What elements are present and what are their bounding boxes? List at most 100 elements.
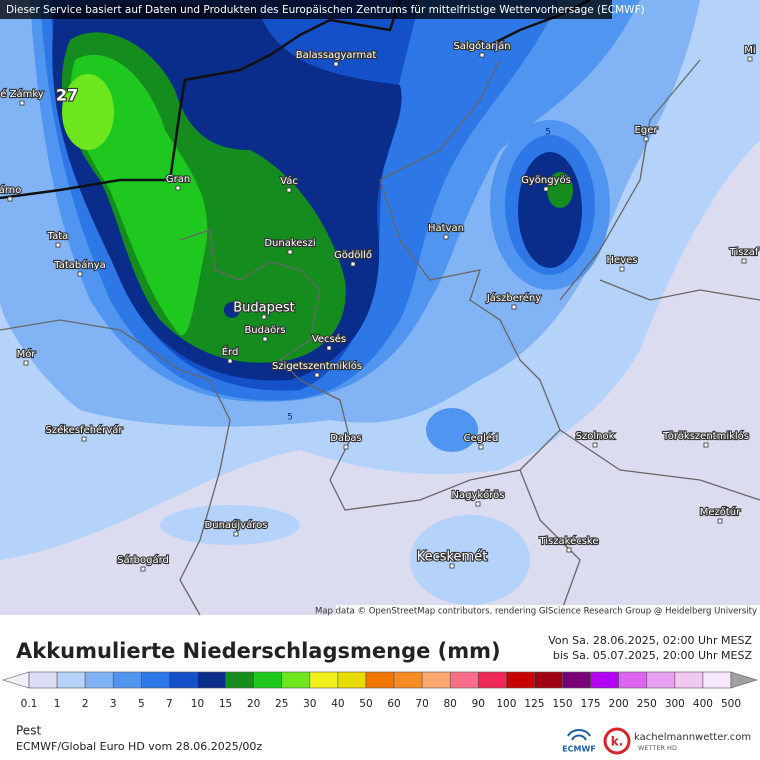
city-label: Jászberény	[486, 292, 541, 304]
scale-swatch	[702, 671, 732, 689]
city-dot	[77, 271, 83, 277]
scale-below	[1, 671, 30, 689]
scale-swatch	[618, 671, 648, 689]
city-label: Szigetszentmiklós	[272, 360, 362, 372]
scale-label: 15	[219, 698, 232, 710]
city-label: 27	[56, 86, 78, 105]
city-label: Mezőtúr	[700, 506, 741, 518]
city-label: Dabas	[330, 433, 362, 444]
city-label: árno	[0, 184, 21, 196]
city-label: Vác	[280, 175, 298, 187]
city-dot	[314, 372, 320, 378]
city-dot	[619, 266, 625, 272]
scale-label: 30	[303, 698, 316, 710]
scale-label: 250	[637, 698, 657, 710]
scale-swatch	[253, 671, 283, 689]
city-label: Szolnok	[576, 431, 615, 442]
city-dot	[23, 360, 29, 366]
city-dot	[443, 234, 449, 240]
precip-area	[518, 152, 582, 268]
scale-label: 50	[359, 698, 372, 710]
city-label: Dunaújváros	[205, 519, 268, 531]
city-dot	[326, 345, 332, 351]
city-label: Nagykőrös	[451, 489, 504, 501]
scale-label: 0.1	[21, 698, 38, 710]
city-label: Gyöngyös	[521, 175, 571, 186]
site-mark: k.	[611, 735, 624, 749]
scale-swatch	[393, 671, 423, 689]
ecmwf-text: ECMWF	[562, 745, 596, 754]
scale-label: 1	[54, 698, 61, 710]
scale-swatch	[477, 671, 507, 689]
precip-map: Balassagyarmat Salgótarján Mi é Zámky 27 Eger…	[0, 0, 760, 617]
city-label: Gödöllő	[334, 249, 372, 261]
scale-swatch	[309, 671, 339, 689]
scale-label: 70	[415, 698, 428, 710]
city-dot	[592, 442, 598, 448]
scale-swatch	[112, 671, 142, 689]
city-dot	[741, 258, 747, 264]
city-label: Tatabánya	[53, 259, 106, 271]
attribution-background	[336, 605, 760, 616]
city-dot	[233, 531, 239, 537]
scale-label: 2	[82, 698, 89, 710]
city-label: é Zámky	[0, 88, 43, 100]
city-label: Törökszentmiklós	[662, 430, 749, 442]
city-label: Hatvan	[428, 223, 464, 234]
scale-label: 175	[581, 698, 601, 710]
city-label: Eger	[635, 125, 659, 136]
banner: Dieser Service basiert auf Daten und Pro…	[6, 4, 645, 16]
scale-label: 100	[496, 698, 516, 710]
precip-area	[410, 515, 530, 605]
site-icon	[603, 727, 631, 755]
scale-swatch	[646, 671, 676, 689]
city-label: Mór	[17, 348, 37, 360]
site-logo: k. kachelmannwetter.com WETTER HD	[603, 727, 751, 755]
city-label: Érd	[222, 345, 239, 358]
scale-swatch	[169, 671, 198, 689]
precip-area	[547, 172, 573, 208]
scale-label: 500	[721, 698, 741, 710]
county-borders	[0, 59, 760, 616]
city-dot	[7, 196, 13, 202]
scale-swatch	[534, 671, 563, 689]
scale-swatch	[84, 671, 114, 689]
scale-label: 20	[247, 698, 260, 710]
scale-swatch	[28, 671, 58, 689]
scale-label: 80	[444, 698, 457, 710]
scale-label: 7	[166, 698, 173, 710]
city-dot	[261, 314, 267, 320]
scale-label: 60	[387, 698, 400, 710]
ecmwf-icon	[567, 729, 591, 741]
city-dot	[287, 249, 293, 255]
scale-label: 90	[472, 698, 485, 710]
scale-swatch	[590, 671, 619, 689]
scale-above	[730, 671, 759, 689]
banner-background	[0, 0, 612, 19]
city-label: Sárbogárd	[117, 554, 169, 566]
city-label: Salgótarján	[453, 40, 510, 52]
city-label: Mi	[744, 45, 755, 56]
scale-swatch	[421, 671, 451, 689]
scale-label: 400	[693, 698, 713, 710]
city-dot	[511, 304, 517, 310]
city-labels: Balassagyarmat Salgótarján Mi é Zámky 27 Eger…	[0, 39, 760, 572]
city-label: Tiszakécske	[538, 535, 598, 547]
city-label: Budaörs	[244, 325, 285, 336]
region: Pest	[16, 724, 41, 738]
scale-swatch	[365, 671, 395, 689]
city-dot	[262, 336, 268, 342]
scale-label: 5	[138, 698, 145, 710]
city-dot	[449, 563, 455, 569]
scale-swatch	[197, 671, 226, 689]
city-dot	[140, 566, 146, 572]
scale-label: 125	[524, 698, 544, 710]
city-dot	[475, 501, 481, 507]
precip-area	[160, 505, 300, 545]
city-dot	[55, 242, 61, 248]
city-dot	[227, 358, 233, 364]
city-dot	[350, 261, 356, 267]
scale-label: 10	[191, 698, 204, 710]
